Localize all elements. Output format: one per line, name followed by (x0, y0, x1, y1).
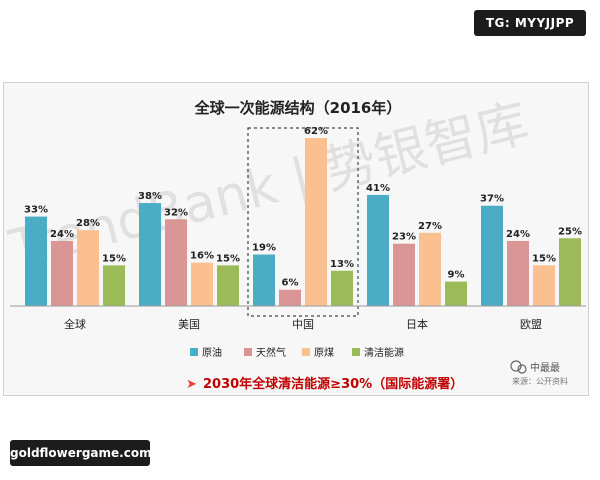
site-badge: goldflowergame.com (10, 440, 152, 466)
bar-value-label: 16% (190, 251, 214, 262)
chart-title: 全球一次能源结构（2016年） (194, 99, 402, 117)
bar-1-2 (51, 240, 73, 306)
bar-value-label: 6% (282, 278, 299, 289)
bar-value-label: 24% (506, 229, 530, 240)
bar-2-4 (217, 265, 239, 306)
legend-swatch (190, 348, 198, 356)
bar-3-4 (331, 270, 353, 306)
bar-2-3 (191, 262, 213, 306)
bar-2-2 (165, 219, 187, 306)
bar-value-label: 41% (366, 183, 390, 194)
bar-2-1 (139, 203, 161, 306)
telegram-badge: TG: MYYJJPP (474, 10, 586, 36)
bar-value-label: 9% (448, 270, 465, 281)
bar-1-4 (103, 265, 125, 306)
bar-value-label: 37% (480, 194, 504, 205)
legend-label: 天然气 (256, 346, 286, 359)
category-label: 美国 (178, 318, 200, 331)
legend-label: 原油 (202, 346, 222, 359)
bar-value-label: 24% (50, 229, 74, 240)
bar-value-label: 23% (392, 232, 416, 243)
legend-swatch (244, 348, 252, 356)
footnote-text: 2030年全球清洁能源≥30%（国际能源署） (203, 376, 463, 392)
bar-value-label: 62% (304, 126, 328, 137)
legend-label: 原煤 (314, 346, 334, 359)
bar-3-1 (253, 254, 275, 306)
legend-swatch (352, 348, 360, 356)
bar-value-label: 15% (102, 253, 126, 264)
bar-3-3 (305, 138, 327, 306)
legend-label: 清洁能源 (364, 346, 404, 359)
bar-5-4 (559, 238, 581, 306)
category-label: 中国 (292, 318, 314, 331)
bar-value-label: 19% (252, 243, 276, 254)
bar-1-3 (77, 230, 99, 306)
category-label: 欧盟 (520, 318, 542, 331)
category-label: 日本 (406, 317, 428, 331)
bar-value-label: 28% (76, 218, 100, 229)
highlight-box (247, 127, 359, 317)
bar-4-1 (367, 194, 389, 306)
bar-4-3 (419, 232, 441, 306)
bar-value-label: 25% (558, 226, 582, 237)
bar-value-label: 15% (216, 253, 240, 264)
bar-5-1 (481, 205, 503, 306)
bar-1-1 (25, 216, 47, 306)
source-note: 来源：公开资料 (512, 376, 568, 386)
bar-value-label: 32% (164, 207, 188, 218)
bar-value-label: 33% (24, 205, 48, 216)
footnote-arrow-icon: ➤ (186, 377, 197, 392)
category-label: 全球 (64, 317, 86, 331)
bar-5-3 (533, 265, 555, 306)
bar-4-2 (393, 243, 415, 306)
source-logo-text: 中最最 (530, 361, 560, 374)
bar-4-4 (445, 281, 467, 306)
bar-value-label: 38% (138, 191, 162, 202)
source-logo: 中最最 来源：公开资料 (508, 356, 590, 392)
bar-value-label: 27% (418, 221, 442, 232)
legend-swatch (302, 348, 310, 356)
bar-5-2 (507, 240, 529, 306)
bar-value-label: 13% (330, 259, 354, 270)
wechat-icon (510, 360, 522, 372)
bar-value-label: 15% (532, 253, 556, 264)
bar-3-2 (279, 289, 301, 306)
